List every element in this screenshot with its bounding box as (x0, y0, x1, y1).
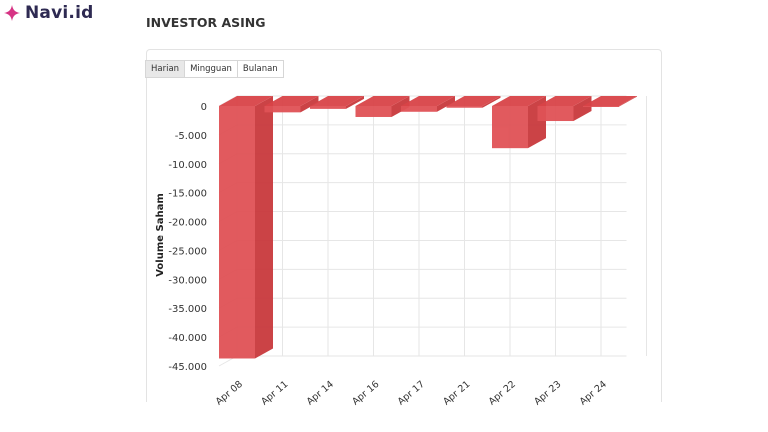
tab-mingguan[interactable]: Mingguan (184, 60, 238, 78)
brand-name: Navi.id (25, 3, 94, 23)
chart-card (146, 49, 662, 402)
period-tabs: Harian Mingguan Bulanan (145, 60, 284, 78)
sparkle-icon (4, 5, 20, 21)
section-title: INVESTOR ASING (146, 15, 266, 30)
tab-harian[interactable]: Harian (145, 60, 186, 78)
brand-logo[interactable]: Navi.id (4, 3, 93, 23)
tab-bulanan[interactable]: Bulanan (236, 60, 284, 78)
